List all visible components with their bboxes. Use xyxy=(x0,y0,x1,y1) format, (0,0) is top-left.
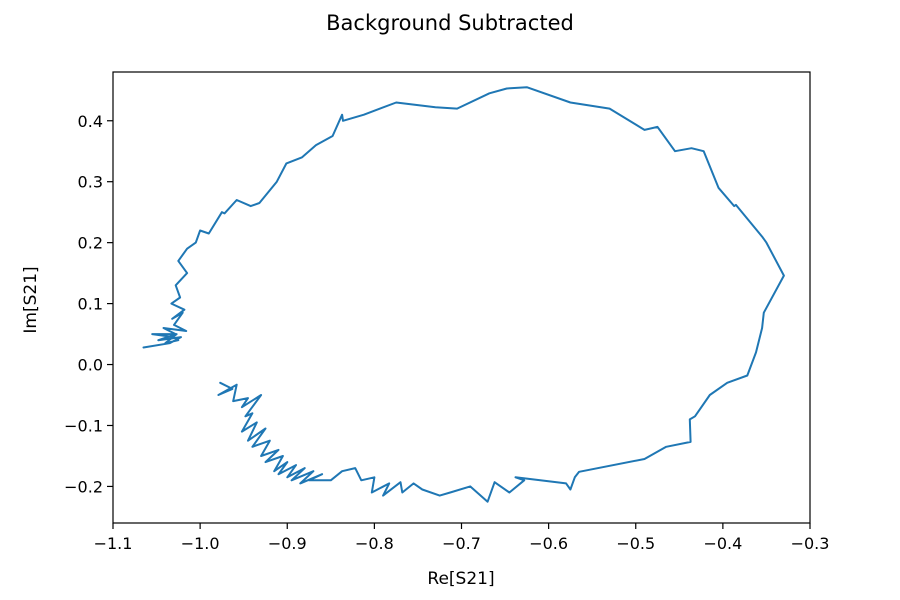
x-tick-label: −0.7 xyxy=(442,534,481,553)
x-tick-label: −0.9 xyxy=(268,534,307,553)
plot-frame xyxy=(112,71,811,524)
x-tick-label: −0.4 xyxy=(703,534,742,553)
y-tick-label: 0.1 xyxy=(78,295,103,314)
x-tick-label: −1.0 xyxy=(181,534,220,553)
chart-title: Background Subtracted xyxy=(326,11,574,35)
y-axis-label: Im[S21] xyxy=(21,266,41,333)
x-axis: −1.1 −1.0 −0.9 −0.8 −0.7 −0.6 −0.5 −0.4 −0.3 xyxy=(94,523,830,553)
x-tick-label: −0.6 xyxy=(529,534,568,553)
y-tick-label: 0.3 xyxy=(78,173,103,192)
y-tick-label: 0.2 xyxy=(78,234,103,253)
x-tick-label: −1.1 xyxy=(94,534,133,553)
x-tick-label: −0.5 xyxy=(616,534,655,553)
x-tick-label: −0.3 xyxy=(791,534,830,553)
y-axis: −0.2 −0.1 0.0 0.1 0.2 0.3 0.4 xyxy=(64,112,113,496)
x-tick-label: −0.8 xyxy=(355,534,394,553)
x-axis-label: Re[S21] xyxy=(427,569,494,589)
y-tick-label: 0.0 xyxy=(78,356,103,375)
y-tick-label: −0.1 xyxy=(64,416,103,435)
y-tick-label: 0.4 xyxy=(78,112,103,131)
series-line-re-vs-im xyxy=(142,86,785,503)
y-tick-label: −0.2 xyxy=(64,477,103,496)
